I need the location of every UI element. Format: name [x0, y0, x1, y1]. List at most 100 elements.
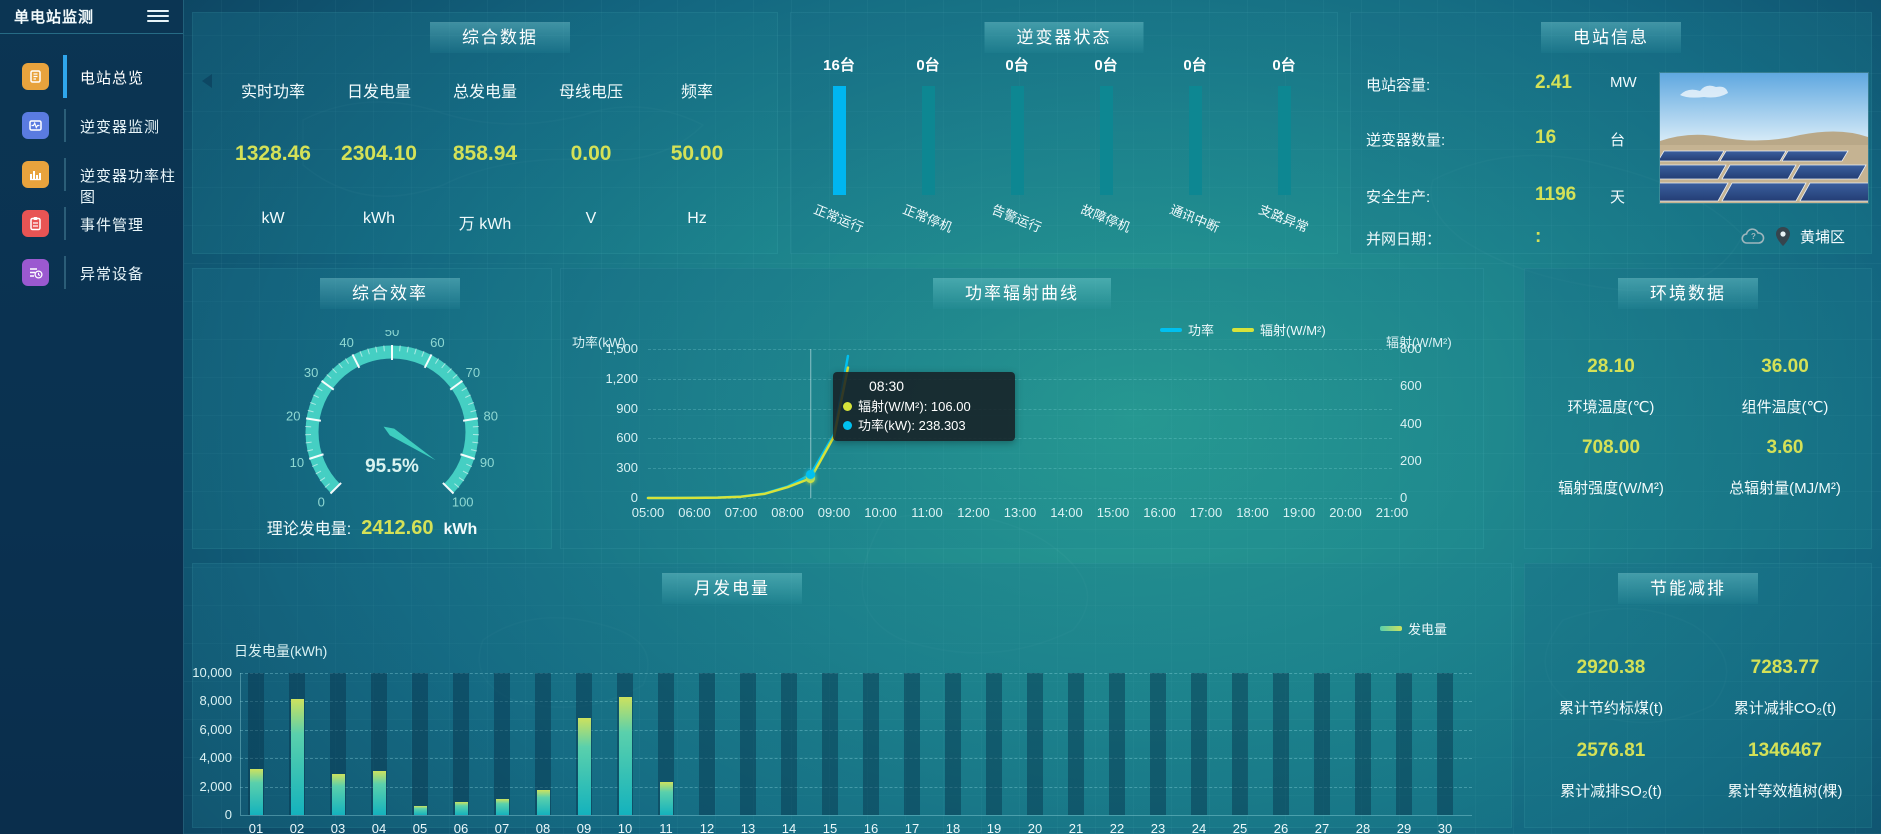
metric-label: 累计节约标煤(t) [1558, 700, 1664, 717]
menu-item-separator [64, 109, 66, 142]
inverter-count: 0台 [916, 57, 940, 74]
energy-bar[interactable] [659, 781, 673, 815]
sidebar-item-label: 电站总览 [80, 70, 145, 87]
left-axis-tick: 900 [616, 400, 638, 416]
right-axis-tick: 800 [1400, 341, 1422, 356]
legend-marker [1232, 327, 1255, 332]
sidebar-item-3[interactable]: 逆变器功率柱图 [0, 150, 183, 206]
h-gridline [240, 701, 1472, 703]
bar-background-column [1355, 673, 1371, 815]
metric-cell: 28.10 环境温度(℃) [1524, 356, 1698, 417]
panel-title: 综合效率 [320, 278, 460, 309]
energy-bar[interactable] [454, 801, 468, 815]
x-axis-day-label: 20 [1027, 821, 1043, 834]
inverter-status-bar[interactable] [832, 86, 846, 195]
inverter-count: 0台 [1272, 57, 1296, 74]
sidebar-item-2[interactable]: 逆变器监测 [0, 101, 183, 150]
bar-background-column [904, 673, 920, 815]
y-axis-tick: 4,000 [199, 750, 232, 766]
sidebar-item-5[interactable]: 异常设备 [0, 248, 183, 297]
inverter-count: 16台 [823, 57, 855, 74]
x-axis-tick: 14:00 [1050, 505, 1083, 520]
svg-text:100: 100 [452, 495, 474, 510]
station-row-label: 并网日期： [1366, 231, 1442, 248]
x-axis-day-label: 19 [986, 821, 1002, 834]
x-axis-day-label: 22 [1109, 821, 1125, 834]
x-axis-day-label: 28 [1355, 821, 1371, 834]
inverter-status-bar[interactable] [1188, 86, 1202, 195]
legend-item[interactable]: 发电量 [1380, 619, 1447, 638]
x-axis-day-label: 17 [904, 821, 920, 834]
tooltip-item-text: 辐射(W/M²): 106.00 [858, 399, 971, 414]
x-axis-day-label: 29 [1396, 821, 1412, 834]
location-pin-icon[interactable] [1776, 227, 1790, 246]
panel-inverter-status: 逆变器状态 16台 正常运行 0台 正常停机 0台 告警运行 0台 故障停机 0台 通讯中断 0台支… [790, 12, 1338, 254]
bar-background-column [699, 673, 715, 815]
sidebar-menu: 电站总览逆变器监测 逆变器功率柱图 事件管理 异常设备 [0, 52, 183, 297]
panel-title: 月发电量 [662, 573, 802, 604]
inverter-status-bar[interactable] [1010, 86, 1024, 195]
metric-cell: 2920.38 累计节约标煤(t) [1524, 657, 1698, 718]
energy-bar[interactable] [413, 805, 427, 815]
tooltip-item-text: 功率(kW): 238.303 [858, 418, 966, 433]
x-axis-day-label: 11 [659, 821, 673, 834]
monthly-energy-chart[interactable]: 日发电量(kWh) 0 2,000 4,000 6,000 8,000 10,000 01 02… [192, 563, 1512, 834]
x-axis-tick: 10:00 [864, 505, 897, 520]
curve-svg [646, 349, 850, 500]
panel-environment: 环境数据 28.10 环境温度(℃) 36.00 组件温度(℃) 708.00 辐射强度(… [1524, 268, 1872, 549]
legend-item[interactable]: 辐射(W/M²) [1232, 320, 1326, 339]
theory-energy-row: 理论发电量: 2412.60 kWh [192, 515, 552, 540]
weather-cloud-icon[interactable]: ? [1740, 227, 1766, 246]
panel-title: 电站信息 [1541, 22, 1681, 53]
energy-bar[interactable] [536, 790, 550, 815]
theory-unit: kWh [443, 521, 478, 538]
right-axis-tick: 0 [1400, 490, 1408, 505]
station-row-value: 16 [1535, 127, 1557, 148]
energy-bar[interactable] [618, 697, 632, 815]
inverter-status-label: 正常停机 [900, 201, 955, 236]
x-axis-tick: 19:00 [1282, 505, 1316, 520]
energy-bar[interactable] [249, 768, 263, 815]
metric-label: 累计减排SO₂(t) [1560, 783, 1662, 800]
inverter-status-bar[interactable] [1099, 86, 1113, 195]
sidebar-item-1[interactable]: 电站总览 [0, 52, 183, 101]
sidebar-collapse-arrow-icon[interactable] [202, 74, 212, 88]
chart-legend: 发电量 [1380, 619, 1447, 638]
summary-metric: 母线电压 0.00 V [538, 12, 644, 254]
metric-value: 2920.38 [1576, 657, 1646, 678]
x-axis-day-label: 15 [822, 821, 838, 834]
hamburger-menu-icon[interactable] [147, 7, 169, 25]
district-label: 黄埔区 [1800, 229, 1846, 246]
x-axis-day-label: 12 [699, 821, 715, 834]
legend-marker [1160, 327, 1182, 332]
energy-bar[interactable] [372, 770, 386, 815]
menu-item-separator [64, 207, 66, 240]
data-point-dot[interactable] [806, 469, 816, 479]
energy-bar[interactable] [331, 773, 345, 815]
theory-value: 2412.60 [361, 517, 434, 539]
metric-cell: 3.60 总辐射量(MJ/M²) [1698, 437, 1872, 498]
x-axis-tick: 16:00 [1143, 505, 1176, 520]
summary-metric: 总发电量 858.94 万 kWh [432, 12, 538, 254]
metric-value: 28.10 [1587, 356, 1635, 377]
station-row-unit: 台 [1610, 132, 1626, 149]
metric-cell: 2576.81 累计减排SO₂(t) [1524, 740, 1698, 801]
energy-bar[interactable] [290, 698, 304, 815]
energy-bar[interactable] [577, 718, 591, 815]
metric-unit: kWh [363, 210, 395, 227]
location-row: ? 黄埔区 [1740, 226, 1845, 247]
sidebar-item-4[interactable]: 事件管理 [0, 199, 183, 248]
metric-value: 0.00 [570, 142, 612, 165]
x-axis-day-label: 25 [1232, 821, 1248, 834]
energy-bar[interactable] [495, 798, 509, 815]
metrics-grid: 2920.38 累计节约标煤(t) 7283.77 累计减排CO₂(t) 2576.81… [1524, 609, 1872, 801]
svg-text:?: ? [1751, 232, 1756, 241]
panel-title: 节能减排 [1618, 573, 1758, 604]
bar-background-column [1191, 673, 1207, 815]
power-radiation-chart[interactable]: 功率(kW) 辐射(W/M²) 0 300 600 900 1,200 1,500 0 200 40… [560, 268, 1484, 549]
inverter-status-bar[interactable] [1277, 86, 1291, 195]
station-row-unit: MW [1610, 74, 1637, 91]
x-axis-day-label: 30 [1437, 821, 1453, 834]
legend-item[interactable]: 功率 [1160, 320, 1214, 339]
inverter-status-bar[interactable] [921, 86, 935, 195]
